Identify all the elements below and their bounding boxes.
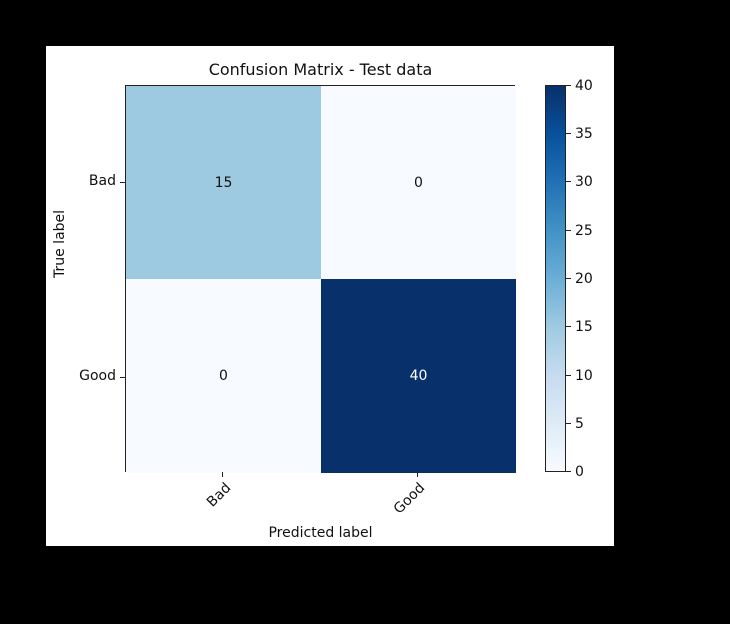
cell-bad-bad: 15: [126, 86, 321, 279]
chart-title: Confusion Matrix - Test data: [208, 60, 433, 79]
cell-value: 40: [409, 368, 428, 384]
colorbar-tick: [566, 423, 571, 424]
colorbar-label: 20: [575, 271, 593, 287]
ytick-mark: [120, 182, 125, 183]
xtick-mark: [222, 472, 223, 477]
colorbar-label: 5: [575, 416, 584, 432]
colorbar-tick: [566, 85, 571, 86]
colorbar-label: 30: [575, 174, 593, 190]
confusion-matrix: 15 0 0 40: [125, 85, 516, 473]
y-axis-label: True label: [52, 209, 68, 278]
colorbar-tick: [566, 181, 571, 182]
cell-value: 15: [214, 174, 233, 191]
cell-value: 0: [219, 368, 228, 384]
colorbar: [545, 85, 566, 472]
x-axis-label: Predicted label: [268, 525, 373, 541]
cell-good-bad: 0: [126, 279, 321, 473]
colorbar-label: 0: [575, 464, 584, 480]
xtick-mark: [417, 472, 418, 477]
colorbar-tick: [566, 375, 571, 376]
colorbar-tick: [566, 133, 571, 134]
colorbar-label: 35: [575, 126, 593, 142]
colorbar-label: 40: [575, 78, 593, 94]
colorbar-label: 15: [575, 319, 593, 335]
colorbar-label: 25: [575, 223, 593, 239]
ytick-label-bad: Bad: [88, 173, 116, 189]
colorbar-tick: [566, 326, 571, 327]
ytick-mark: [120, 377, 125, 378]
ytick-label-good: Good: [79, 368, 116, 384]
cell-good-good: 40: [321, 279, 516, 473]
colorbar-tick: [566, 278, 571, 279]
colorbar-tick: [566, 471, 571, 472]
colorbar-tick: [566, 230, 571, 231]
cell-value: 0: [414, 174, 423, 191]
colorbar-label: 10: [575, 368, 593, 384]
cell-bad-good: 0: [321, 86, 516, 279]
